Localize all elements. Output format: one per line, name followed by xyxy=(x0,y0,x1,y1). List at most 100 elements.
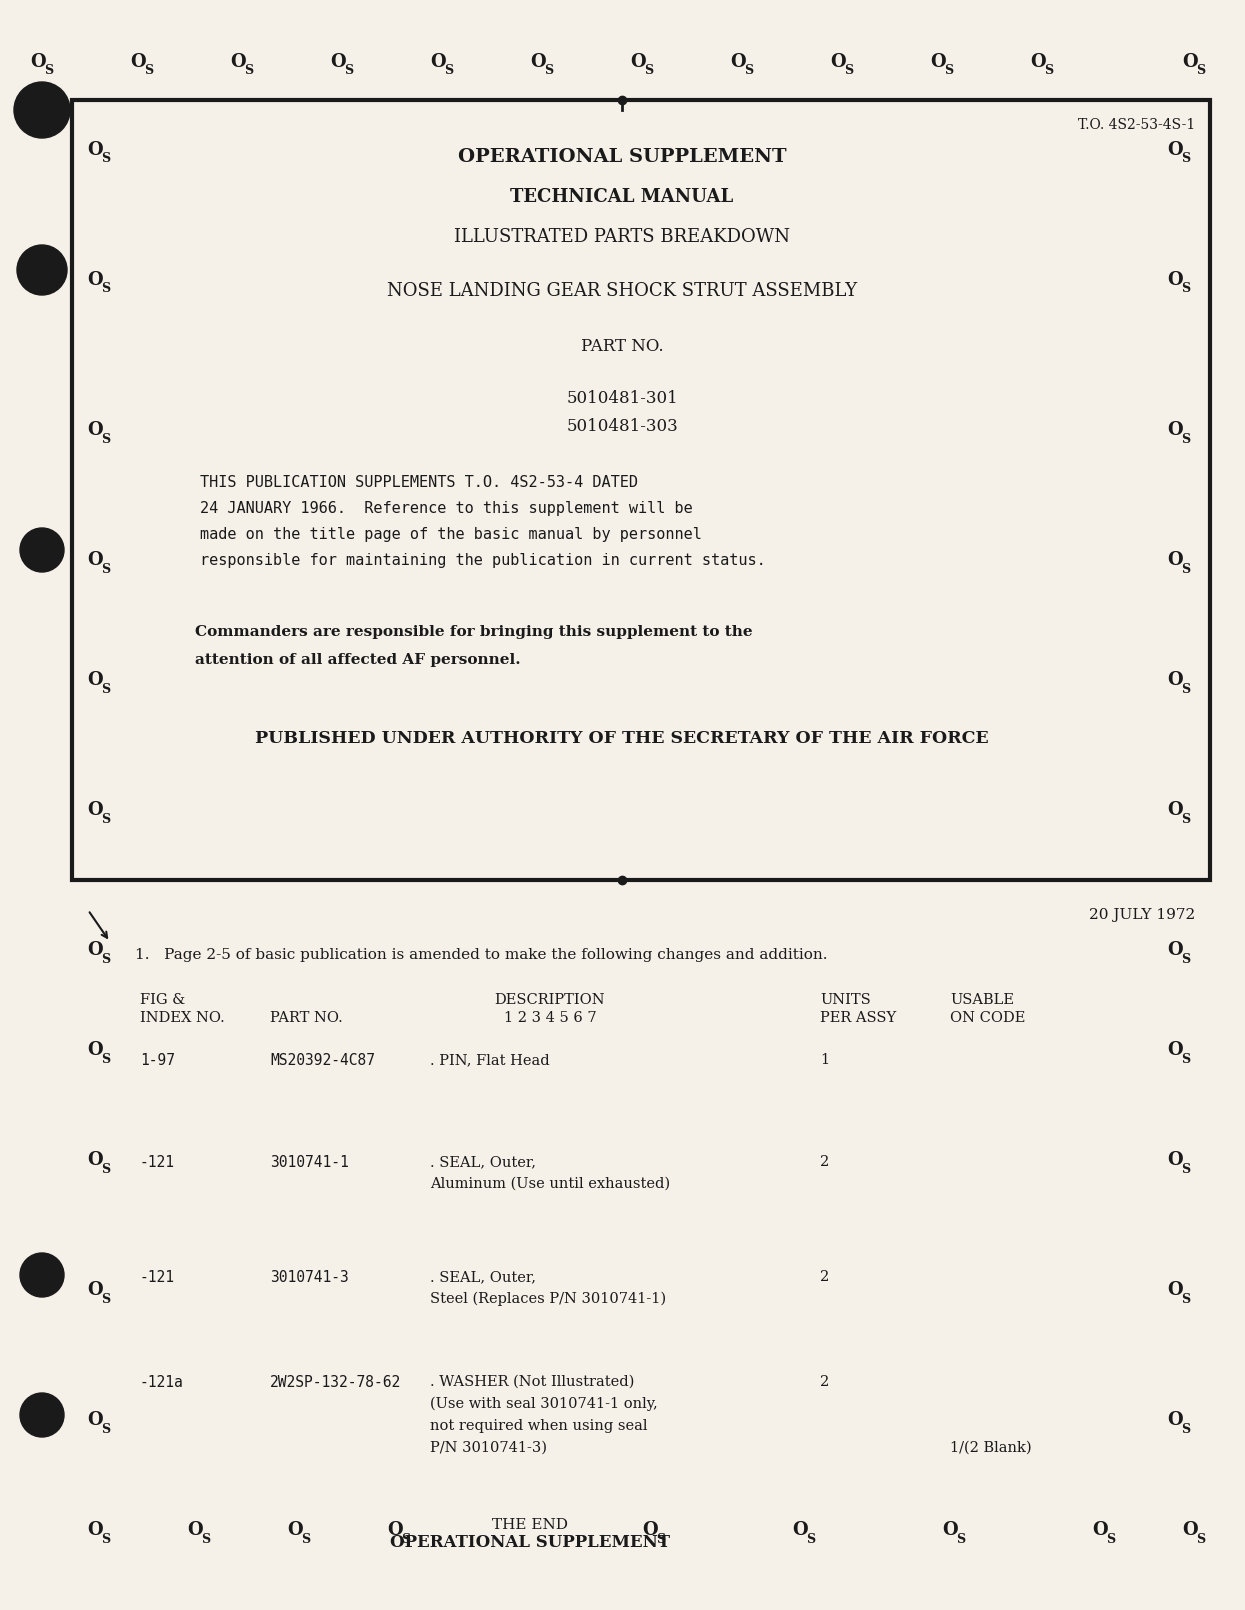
Text: S: S xyxy=(544,63,554,77)
Text: O: O xyxy=(1168,1282,1183,1299)
Text: INDEX NO.: INDEX NO. xyxy=(139,1011,225,1026)
Text: . PIN, Flat Head: . PIN, Flat Head xyxy=(430,1053,549,1067)
Text: S: S xyxy=(1182,1053,1190,1066)
Text: O: O xyxy=(530,53,545,71)
Text: S: S xyxy=(101,433,111,446)
Text: UNITS: UNITS xyxy=(820,993,870,1006)
Text: THIS PUBLICATION SUPPLEMENTS T.O. 4S2-53-4 DATED: THIS PUBLICATION SUPPLEMENTS T.O. 4S2-53… xyxy=(200,475,637,489)
Text: O: O xyxy=(830,53,845,71)
Text: O: O xyxy=(1168,1042,1183,1059)
Text: S: S xyxy=(1196,63,1205,77)
Text: S: S xyxy=(1182,433,1190,446)
Text: O: O xyxy=(87,420,103,440)
Text: S: S xyxy=(144,63,153,77)
Text: O: O xyxy=(1030,53,1046,71)
Text: O: O xyxy=(87,1282,103,1299)
Text: PART NO.: PART NO. xyxy=(270,1011,342,1026)
Text: MS20392-4C87: MS20392-4C87 xyxy=(270,1053,375,1067)
Text: S: S xyxy=(101,1423,111,1436)
Text: OPERATIONAL SUPPLEMENT: OPERATIONAL SUPPLEMENT xyxy=(390,1534,670,1550)
Text: S: S xyxy=(101,1533,111,1546)
Text: O: O xyxy=(1183,1521,1198,1539)
Text: O: O xyxy=(792,1521,808,1539)
Text: USABLE: USABLE xyxy=(950,993,1013,1006)
Text: S: S xyxy=(1182,282,1190,296)
Text: S: S xyxy=(1196,1533,1205,1546)
Text: 2: 2 xyxy=(820,1270,829,1285)
Text: O: O xyxy=(87,1151,103,1169)
Text: T.O. 4S2-53-4S-1: T.O. 4S2-53-4S-1 xyxy=(1078,118,1195,132)
Text: 5010481-303: 5010481-303 xyxy=(566,419,677,435)
Text: O: O xyxy=(1168,420,1183,440)
Text: 3010741-1: 3010741-1 xyxy=(270,1154,349,1170)
Text: (Use with seal 3010741-1 only,: (Use with seal 3010741-1 only, xyxy=(430,1397,657,1412)
Text: O: O xyxy=(1168,551,1183,568)
Text: S: S xyxy=(745,63,753,77)
Text: PUBLISHED UNDER AUTHORITY OF THE SECRETARY OF THE AIR FORCE: PUBLISHED UNDER AUTHORITY OF THE SECRETA… xyxy=(255,729,989,747)
Text: DESCRIPTION: DESCRIPTION xyxy=(494,993,605,1006)
Circle shape xyxy=(20,1253,63,1298)
Text: S: S xyxy=(1182,1293,1190,1306)
Text: PER ASSY: PER ASSY xyxy=(820,1011,896,1026)
Text: O: O xyxy=(1168,1410,1183,1430)
Text: S: S xyxy=(1107,1533,1116,1546)
Text: O: O xyxy=(87,1521,103,1539)
Text: Steel (Replaces P/N 3010741-1): Steel (Replaces P/N 3010741-1) xyxy=(430,1291,666,1306)
Text: O: O xyxy=(87,142,103,159)
Text: S: S xyxy=(1182,953,1190,966)
Text: S: S xyxy=(1045,63,1053,77)
Text: S: S xyxy=(202,1533,210,1546)
Text: . WASHER (Not Illustrated): . WASHER (Not Illustrated) xyxy=(430,1375,635,1389)
Text: Commanders are responsible for bringing this supplement to the: Commanders are responsible for bringing … xyxy=(195,625,753,639)
Text: O: O xyxy=(930,53,946,71)
Text: made on the title page of the basic manual by personnel: made on the title page of the basic manu… xyxy=(200,526,702,543)
Text: not required when using seal: not required when using seal xyxy=(430,1418,647,1433)
Text: ILLUSTRATED PARTS BREAKDOWN: ILLUSTRATED PARTS BREAKDOWN xyxy=(454,229,791,246)
Text: S: S xyxy=(1182,1162,1190,1175)
Text: S: S xyxy=(956,1533,966,1546)
Text: S: S xyxy=(101,1293,111,1306)
Circle shape xyxy=(20,528,63,572)
Text: S: S xyxy=(101,562,111,575)
Text: O: O xyxy=(230,53,245,71)
Text: S: S xyxy=(101,282,111,296)
Circle shape xyxy=(14,82,70,138)
Text: -121a: -121a xyxy=(139,1375,184,1389)
Text: O: O xyxy=(1168,802,1183,819)
Text: O: O xyxy=(630,53,646,71)
Text: 20 JULY 1972: 20 JULY 1972 xyxy=(1088,908,1195,923)
Text: O: O xyxy=(87,940,103,960)
Text: S: S xyxy=(101,953,111,966)
Text: attention of all affected AF personnel.: attention of all affected AF personnel. xyxy=(195,654,520,667)
Text: 2W2SP-132-78-62: 2W2SP-132-78-62 xyxy=(270,1375,401,1389)
Text: O: O xyxy=(431,53,446,71)
Text: S: S xyxy=(807,1533,815,1546)
Text: S: S xyxy=(101,683,111,696)
Text: S: S xyxy=(1182,153,1190,166)
Text: O: O xyxy=(1168,671,1183,689)
Circle shape xyxy=(20,1393,63,1438)
Bar xyxy=(72,100,1210,881)
Text: O: O xyxy=(942,1521,957,1539)
Text: S: S xyxy=(45,63,54,77)
Text: S: S xyxy=(101,1053,111,1066)
Text: O: O xyxy=(131,53,146,71)
Text: O: O xyxy=(1168,270,1183,290)
Text: TECHNICAL MANUAL: TECHNICAL MANUAL xyxy=(510,188,733,206)
Text: 2: 2 xyxy=(820,1154,829,1169)
Text: S: S xyxy=(244,63,254,77)
Text: THE END: THE END xyxy=(492,1518,568,1533)
Text: O: O xyxy=(330,53,346,71)
Text: O: O xyxy=(87,671,103,689)
Text: OPERATIONAL SUPPLEMENT: OPERATIONAL SUPPLEMENT xyxy=(458,148,787,166)
Text: ON CODE: ON CODE xyxy=(950,1011,1026,1026)
Text: O: O xyxy=(87,270,103,290)
Text: O: O xyxy=(1092,1521,1108,1539)
Text: O: O xyxy=(87,1410,103,1430)
Text: S: S xyxy=(301,1533,310,1546)
Text: S: S xyxy=(844,63,854,77)
Text: S: S xyxy=(945,63,954,77)
Text: S: S xyxy=(101,813,111,826)
Text: S: S xyxy=(1182,562,1190,575)
Text: P/N 3010741-3): P/N 3010741-3) xyxy=(430,1441,547,1455)
